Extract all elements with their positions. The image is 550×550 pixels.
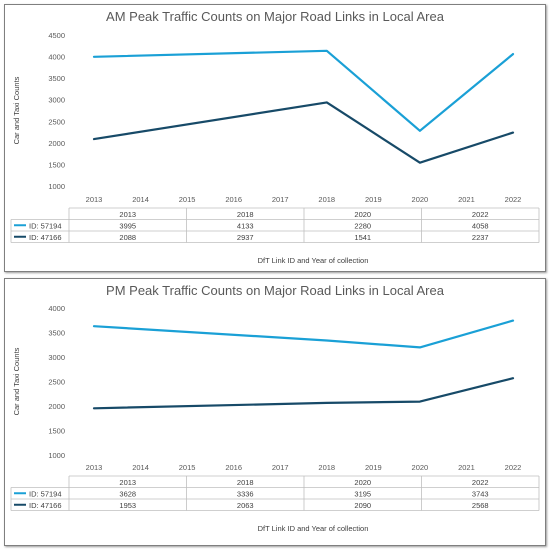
series-name: ID: 57194: [29, 221, 62, 230]
x-tick-label: 2020: [412, 463, 429, 472]
data-table: 2013 2018 2020 2022 ID: 57194 3628 3336 3195 374…: [10, 475, 540, 511]
table-value: 2088: [119, 233, 136, 242]
am-peak-chart-panel: AM Peak Traffic Counts on Major Road Lin…: [4, 4, 546, 272]
y-tick-label: 1000: [48, 451, 65, 460]
y-tick-label: 1500: [48, 160, 65, 169]
x-tick-label: 2021: [458, 463, 475, 472]
series-name: ID: 47166: [29, 233, 62, 242]
x-tick-label: 2016: [225, 195, 242, 204]
x-tick-label: 2019: [365, 463, 382, 472]
data-table: 2013 2018 2020 2022 ID: 57194 3995 4133 2280 405…: [10, 207, 540, 243]
table-value: 2237: [472, 233, 489, 242]
table-value: 4133: [237, 221, 254, 230]
table-header-year: 2018: [237, 478, 254, 487]
x-tick-label: 2021: [458, 195, 475, 204]
x-axis-title: DfT Link ID and Year of collection: [258, 256, 369, 265]
y-axis-title: Car and Taxi Counts: [12, 347, 21, 415]
y-tick-label: 1500: [48, 427, 65, 436]
am-peak-chart: AM Peak Traffic Counts on Major Road Lin…: [10, 9, 540, 265]
table-header-year: 2013: [119, 210, 136, 219]
table-header-year: 2020: [354, 210, 371, 219]
x-tick-label: 2022: [505, 463, 522, 472]
y-tick-label: 2000: [48, 402, 65, 411]
x-tick-label: 2017: [272, 463, 289, 472]
x-axis-title: DfT Link ID and Year of collection: [258, 524, 369, 533]
x-tick-label: 2019: [365, 195, 382, 204]
series-line-2: [92, 377, 515, 410]
x-tick-label: 2017: [272, 195, 289, 204]
y-tick-label: 2500: [48, 117, 65, 126]
pm-peak-chart: PM Peak Traffic Counts on Major Road Lin…: [10, 283, 540, 533]
x-tick-label: 2015: [179, 195, 196, 204]
table-value: 3195: [354, 489, 371, 498]
table-value: 1541: [354, 233, 371, 242]
y-tick-label: 2500: [48, 378, 65, 387]
y-tick-label: 2000: [48, 139, 65, 148]
table-value: 2063: [237, 501, 254, 510]
x-tick-label: 2018: [318, 195, 335, 204]
table-header-year: 2018: [237, 210, 254, 219]
table-header-year: 2020: [354, 478, 371, 487]
series-line-1: [92, 49, 515, 132]
table-header-year: 2022: [472, 478, 489, 487]
y-tick-label: 4500: [48, 31, 65, 40]
x-tick-label: 2020: [412, 195, 429, 204]
y-tick-label: 3500: [48, 329, 65, 338]
table-value: 3336: [237, 489, 254, 498]
table-value: 2937: [237, 233, 254, 242]
series-line-1: [92, 319, 515, 349]
x-tick-label: 2018: [318, 463, 335, 472]
x-tick-label: 2013: [86, 463, 103, 472]
table-value: 2280: [354, 221, 371, 230]
pm-peak-chart-panel: PM Peak Traffic Counts on Major Road Lin…: [4, 278, 546, 546]
y-tick-label: 4000: [48, 53, 65, 62]
table-value: 3743: [472, 489, 489, 498]
table-header-year: 2022: [472, 210, 489, 219]
chart-title: PM Peak Traffic Counts on Major Road Lin…: [106, 283, 445, 298]
y-tick-label: 4000: [48, 304, 65, 313]
table-value: 2568: [472, 501, 489, 510]
x-tick-label: 2016: [225, 463, 242, 472]
x-tick-label: 2015: [179, 463, 196, 472]
series-name: ID: 47166: [29, 501, 62, 510]
y-tick-label: 3000: [48, 353, 65, 362]
table-header-year: 2013: [119, 478, 136, 487]
table-value: 3628: [119, 489, 136, 498]
y-tick-label: 1000: [48, 182, 65, 191]
y-tick-label: 3000: [48, 96, 65, 105]
x-tick-label: 2014: [132, 195, 149, 204]
chart-title: AM Peak Traffic Counts on Major Road Lin…: [106, 9, 445, 24]
table-value: 3995: [119, 221, 136, 230]
table-value: 2090: [354, 501, 371, 510]
table-value: 4058: [472, 221, 489, 230]
y-tick-label: 3500: [48, 74, 65, 83]
x-tick-label: 2022: [505, 195, 522, 204]
series-line-2: [92, 101, 515, 164]
table-value: 1953: [119, 501, 136, 510]
x-tick-label: 2013: [86, 195, 103, 204]
y-axis-title: Car and Taxi Counts: [12, 76, 21, 144]
series-name: ID: 57194: [29, 489, 62, 498]
x-tick-label: 2014: [132, 463, 149, 472]
